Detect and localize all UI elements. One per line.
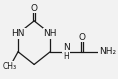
Text: CH₃: CH₃ bbox=[3, 62, 17, 71]
Text: H: H bbox=[63, 52, 69, 61]
Text: O: O bbox=[31, 4, 38, 13]
Text: HN: HN bbox=[11, 29, 25, 38]
Text: O: O bbox=[79, 33, 86, 42]
Text: NH₂: NH₂ bbox=[99, 47, 116, 56]
Text: NH: NH bbox=[43, 29, 57, 38]
Text: N: N bbox=[63, 43, 70, 52]
